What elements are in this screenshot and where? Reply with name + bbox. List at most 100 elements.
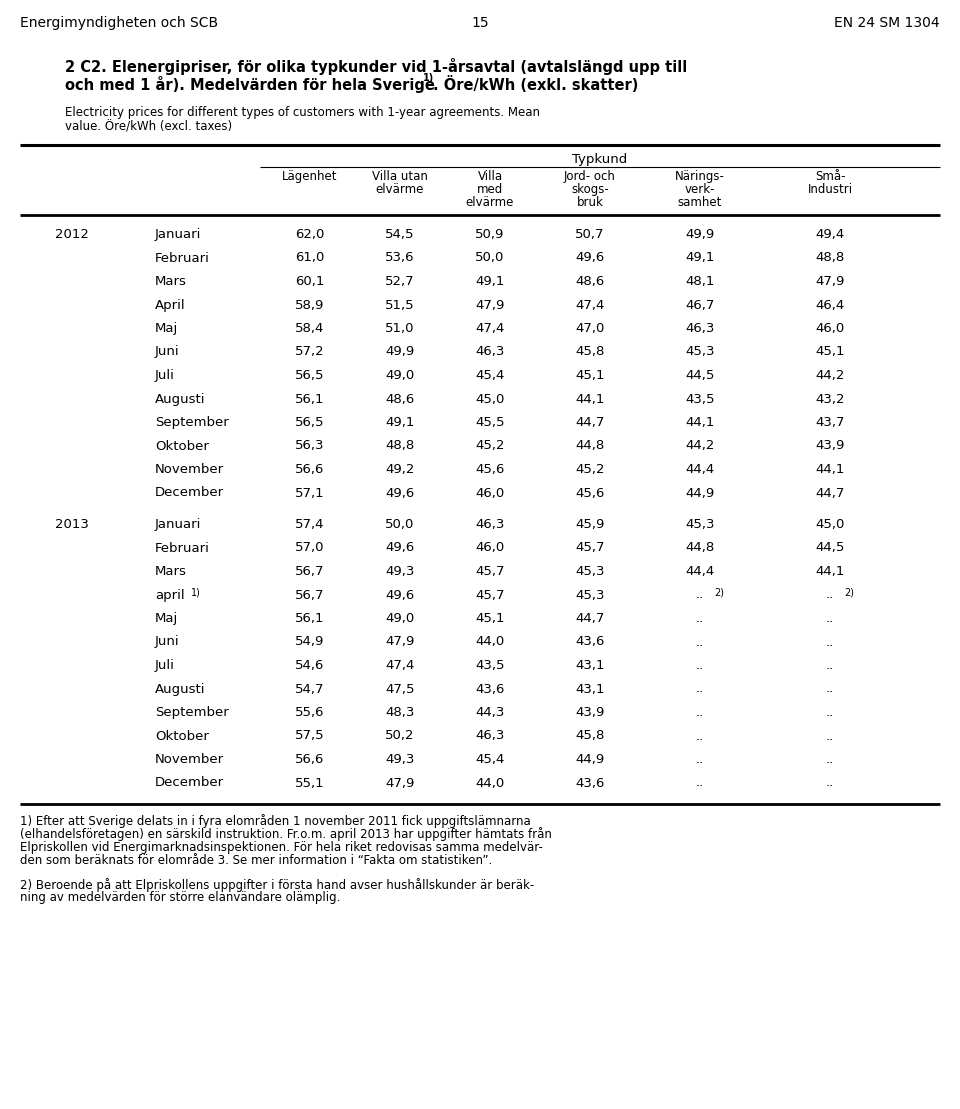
Text: 43,7: 43,7 — [815, 416, 845, 429]
Text: 48,1: 48,1 — [685, 275, 714, 288]
Text: 58,9: 58,9 — [296, 298, 324, 312]
Text: Juli: Juli — [155, 659, 175, 672]
Text: 44,7: 44,7 — [815, 487, 845, 499]
Text: Juli: Juli — [155, 369, 175, 381]
Text: 1): 1) — [191, 588, 201, 598]
Text: 49,9: 49,9 — [385, 346, 415, 358]
Text: 58,4: 58,4 — [296, 322, 324, 335]
Text: 49,6: 49,6 — [575, 252, 605, 265]
Text: 46,3: 46,3 — [475, 730, 505, 743]
Text: 2012: 2012 — [55, 228, 89, 241]
Text: April: April — [155, 298, 185, 312]
Text: 49,1: 49,1 — [685, 252, 714, 265]
Text: Februari: Februari — [155, 541, 210, 554]
Text: Industri: Industri — [807, 183, 852, 196]
Text: 45,1: 45,1 — [815, 346, 845, 358]
Text: 46,0: 46,0 — [475, 487, 505, 499]
Text: Juni: Juni — [155, 635, 180, 649]
Text: 56,3: 56,3 — [296, 439, 324, 452]
Text: 56,5: 56,5 — [296, 416, 324, 429]
Text: Lägenhet: Lägenhet — [282, 170, 338, 183]
Text: 44,4: 44,4 — [685, 462, 714, 476]
Text: 2): 2) — [844, 588, 854, 598]
Text: 46,0: 46,0 — [475, 541, 505, 554]
Text: ..: .. — [696, 682, 704, 695]
Text: ..: .. — [826, 776, 834, 790]
Text: Maj: Maj — [155, 322, 179, 335]
Text: 49,6: 49,6 — [385, 541, 415, 554]
Text: ..: .. — [696, 612, 704, 625]
Text: Oktober: Oktober — [155, 730, 209, 743]
Text: 57,5: 57,5 — [295, 730, 324, 743]
Text: 57,4: 57,4 — [296, 518, 324, 531]
Text: 44,5: 44,5 — [815, 541, 845, 554]
Text: ..: .. — [696, 659, 704, 672]
Text: 49,0: 49,0 — [385, 612, 415, 625]
Text: Energimyndigheten och SCB: Energimyndigheten och SCB — [20, 16, 218, 30]
Text: 54,9: 54,9 — [296, 635, 324, 649]
Text: November: November — [155, 462, 224, 476]
Text: ..: .. — [696, 635, 704, 649]
Text: Jord- och: Jord- och — [564, 170, 616, 183]
Text: 44,7: 44,7 — [575, 416, 605, 429]
Text: 48,8: 48,8 — [385, 439, 415, 452]
Text: value. Öre/kWh (excl. taxes): value. Öre/kWh (excl. taxes) — [65, 120, 232, 133]
Text: 45,3: 45,3 — [685, 518, 715, 531]
Text: 45,7: 45,7 — [475, 589, 505, 601]
Text: Villa utan: Villa utan — [372, 170, 428, 183]
Text: Oktober: Oktober — [155, 439, 209, 452]
Text: Närings-: Närings- — [675, 170, 725, 183]
Text: 49,6: 49,6 — [385, 589, 415, 601]
Text: 50,0: 50,0 — [385, 518, 415, 531]
Text: samhet: samhet — [678, 196, 722, 208]
Text: 46,3: 46,3 — [685, 322, 714, 335]
Text: 61,0: 61,0 — [296, 252, 324, 265]
Text: September: September — [155, 706, 228, 719]
Text: ..: .. — [826, 730, 834, 743]
Text: 43,2: 43,2 — [815, 393, 845, 406]
Text: 45,1: 45,1 — [575, 369, 605, 381]
Text: 44,4: 44,4 — [685, 564, 714, 578]
Text: 44,5: 44,5 — [685, 369, 714, 381]
Text: ..: .. — [826, 659, 834, 672]
Text: 49,1: 49,1 — [385, 416, 415, 429]
Text: December: December — [155, 487, 224, 499]
Text: 44,1: 44,1 — [685, 416, 714, 429]
Text: 44,8: 44,8 — [575, 439, 605, 452]
Text: 56,6: 56,6 — [296, 462, 324, 476]
Text: 45,2: 45,2 — [475, 439, 505, 452]
Text: 48,8: 48,8 — [815, 252, 845, 265]
Text: 48,6: 48,6 — [385, 393, 415, 406]
Text: Maj: Maj — [155, 612, 179, 625]
Text: 56,5: 56,5 — [296, 369, 324, 381]
Text: 2): 2) — [714, 588, 724, 598]
Text: 45,9: 45,9 — [575, 518, 605, 531]
Text: 50,2: 50,2 — [385, 730, 415, 743]
Text: 45,7: 45,7 — [575, 541, 605, 554]
Text: 49,9: 49,9 — [685, 228, 714, 241]
Text: 45,0: 45,0 — [475, 393, 505, 406]
Text: 44,7: 44,7 — [575, 612, 605, 625]
Text: 50,7: 50,7 — [575, 228, 605, 241]
Text: Electricity prices for different types of customers with 1-year agreements. Mean: Electricity prices for different types o… — [65, 106, 540, 119]
Text: 57,1: 57,1 — [295, 487, 324, 499]
Text: 52,7: 52,7 — [385, 275, 415, 288]
Text: 46,4: 46,4 — [815, 298, 845, 312]
Text: 54,6: 54,6 — [296, 659, 324, 672]
Text: Januari: Januari — [155, 518, 202, 531]
Text: ..: .. — [826, 589, 834, 601]
Text: 45,1: 45,1 — [475, 612, 505, 625]
Text: 45,6: 45,6 — [575, 487, 605, 499]
Text: 60,1: 60,1 — [296, 275, 324, 288]
Text: 47,4: 47,4 — [385, 659, 415, 672]
Text: 44,8: 44,8 — [685, 541, 714, 554]
Text: 44,2: 44,2 — [815, 369, 845, 381]
Text: Mars: Mars — [155, 564, 187, 578]
Text: 45,8: 45,8 — [575, 346, 605, 358]
Text: verk-: verk- — [684, 183, 715, 196]
Text: 44,1: 44,1 — [815, 462, 845, 476]
Text: 57,0: 57,0 — [296, 541, 324, 554]
Text: 49,3: 49,3 — [385, 564, 415, 578]
Text: Augusti: Augusti — [155, 393, 205, 406]
Text: 45,7: 45,7 — [475, 564, 505, 578]
